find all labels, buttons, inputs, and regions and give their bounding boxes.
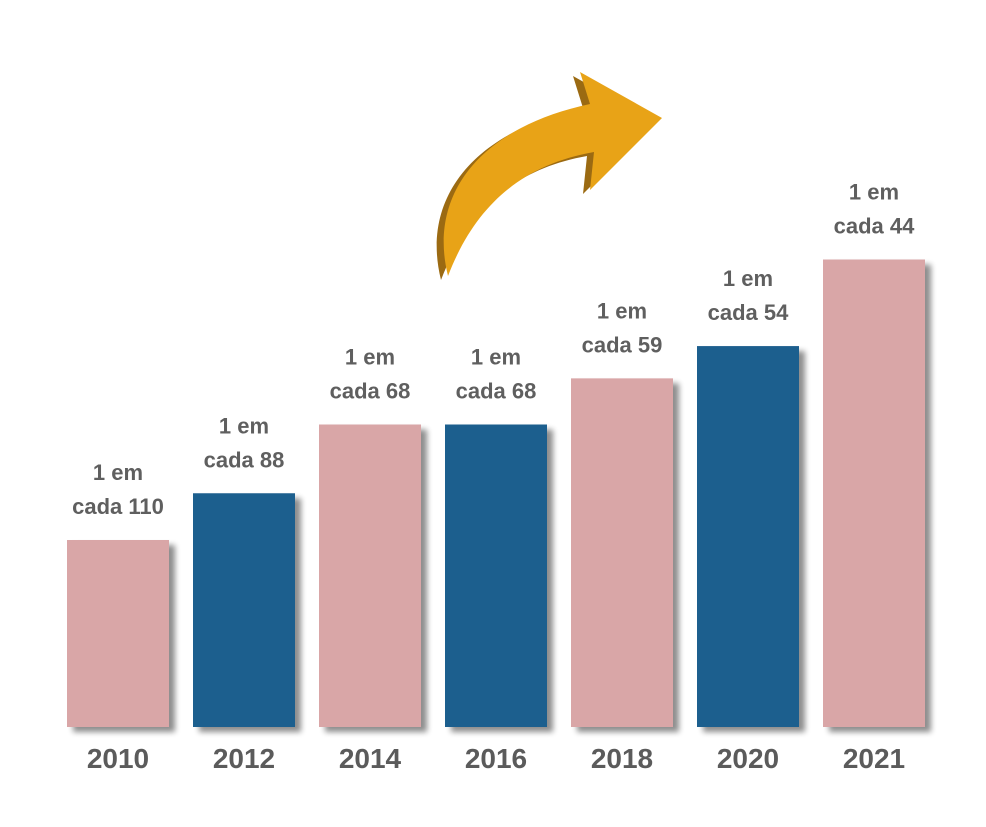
bar-2014 [319,424,421,727]
bars-group [67,259,925,727]
value-label-2012-line1: 1 em [219,413,269,438]
value-label-2016-line2: cada 68 [456,379,537,404]
value-label-2018-line2: cada 59 [582,332,663,357]
bar-2020 [697,346,799,727]
value-label-2016-line1: 1 em [471,345,521,370]
bar-2021 [823,259,925,727]
x-tick-label-2010: 2010 [87,743,149,774]
value-labels-group: 1 em cada 110 1 em cada 88 1 em cada 68 1 em ca… [72,180,915,520]
value-label-2010-line1: 1 em [93,460,143,485]
bar-2012 [193,493,295,727]
value-label-2014-line2: cada 68 [330,379,411,404]
value-label-2021-line1: 1 em [849,180,899,205]
value-label-2021-line2: cada 44 [834,214,915,239]
x-tick-label-2014: 2014 [339,743,402,774]
x-tick-label-2016: 2016 [465,743,527,774]
value-label-2020-line2: cada 54 [708,300,789,325]
x-tick-label-2018: 2018 [591,743,653,774]
upward-arrow-icon [436,72,662,280]
value-label-2014-line1: 1 em [345,345,395,370]
value-label-2020-line1: 1 em [723,266,773,291]
bar-2018 [571,378,673,727]
value-label-2012-line2: cada 88 [204,447,285,472]
value-label-2018-line1: 1 em [597,298,647,323]
bar-2016 [445,424,547,727]
bar-2010 [67,540,169,727]
x-axis-labels: 2010 2012 2014 2016 2018 2020 2021 [87,743,905,774]
x-tick-label-2021: 2021 [843,743,905,774]
value-label-2010-line2: cada 110 [72,494,164,519]
x-tick-label-2012: 2012 [213,743,275,774]
x-tick-label-2020: 2020 [717,743,779,774]
